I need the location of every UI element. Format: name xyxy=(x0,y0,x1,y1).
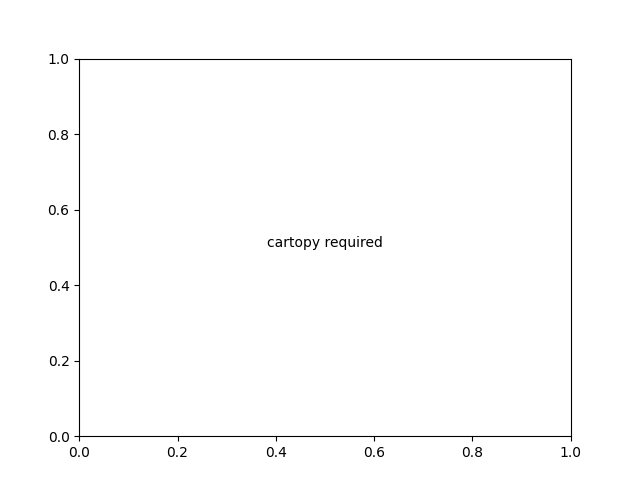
Text: cartopy required: cartopy required xyxy=(267,237,383,250)
